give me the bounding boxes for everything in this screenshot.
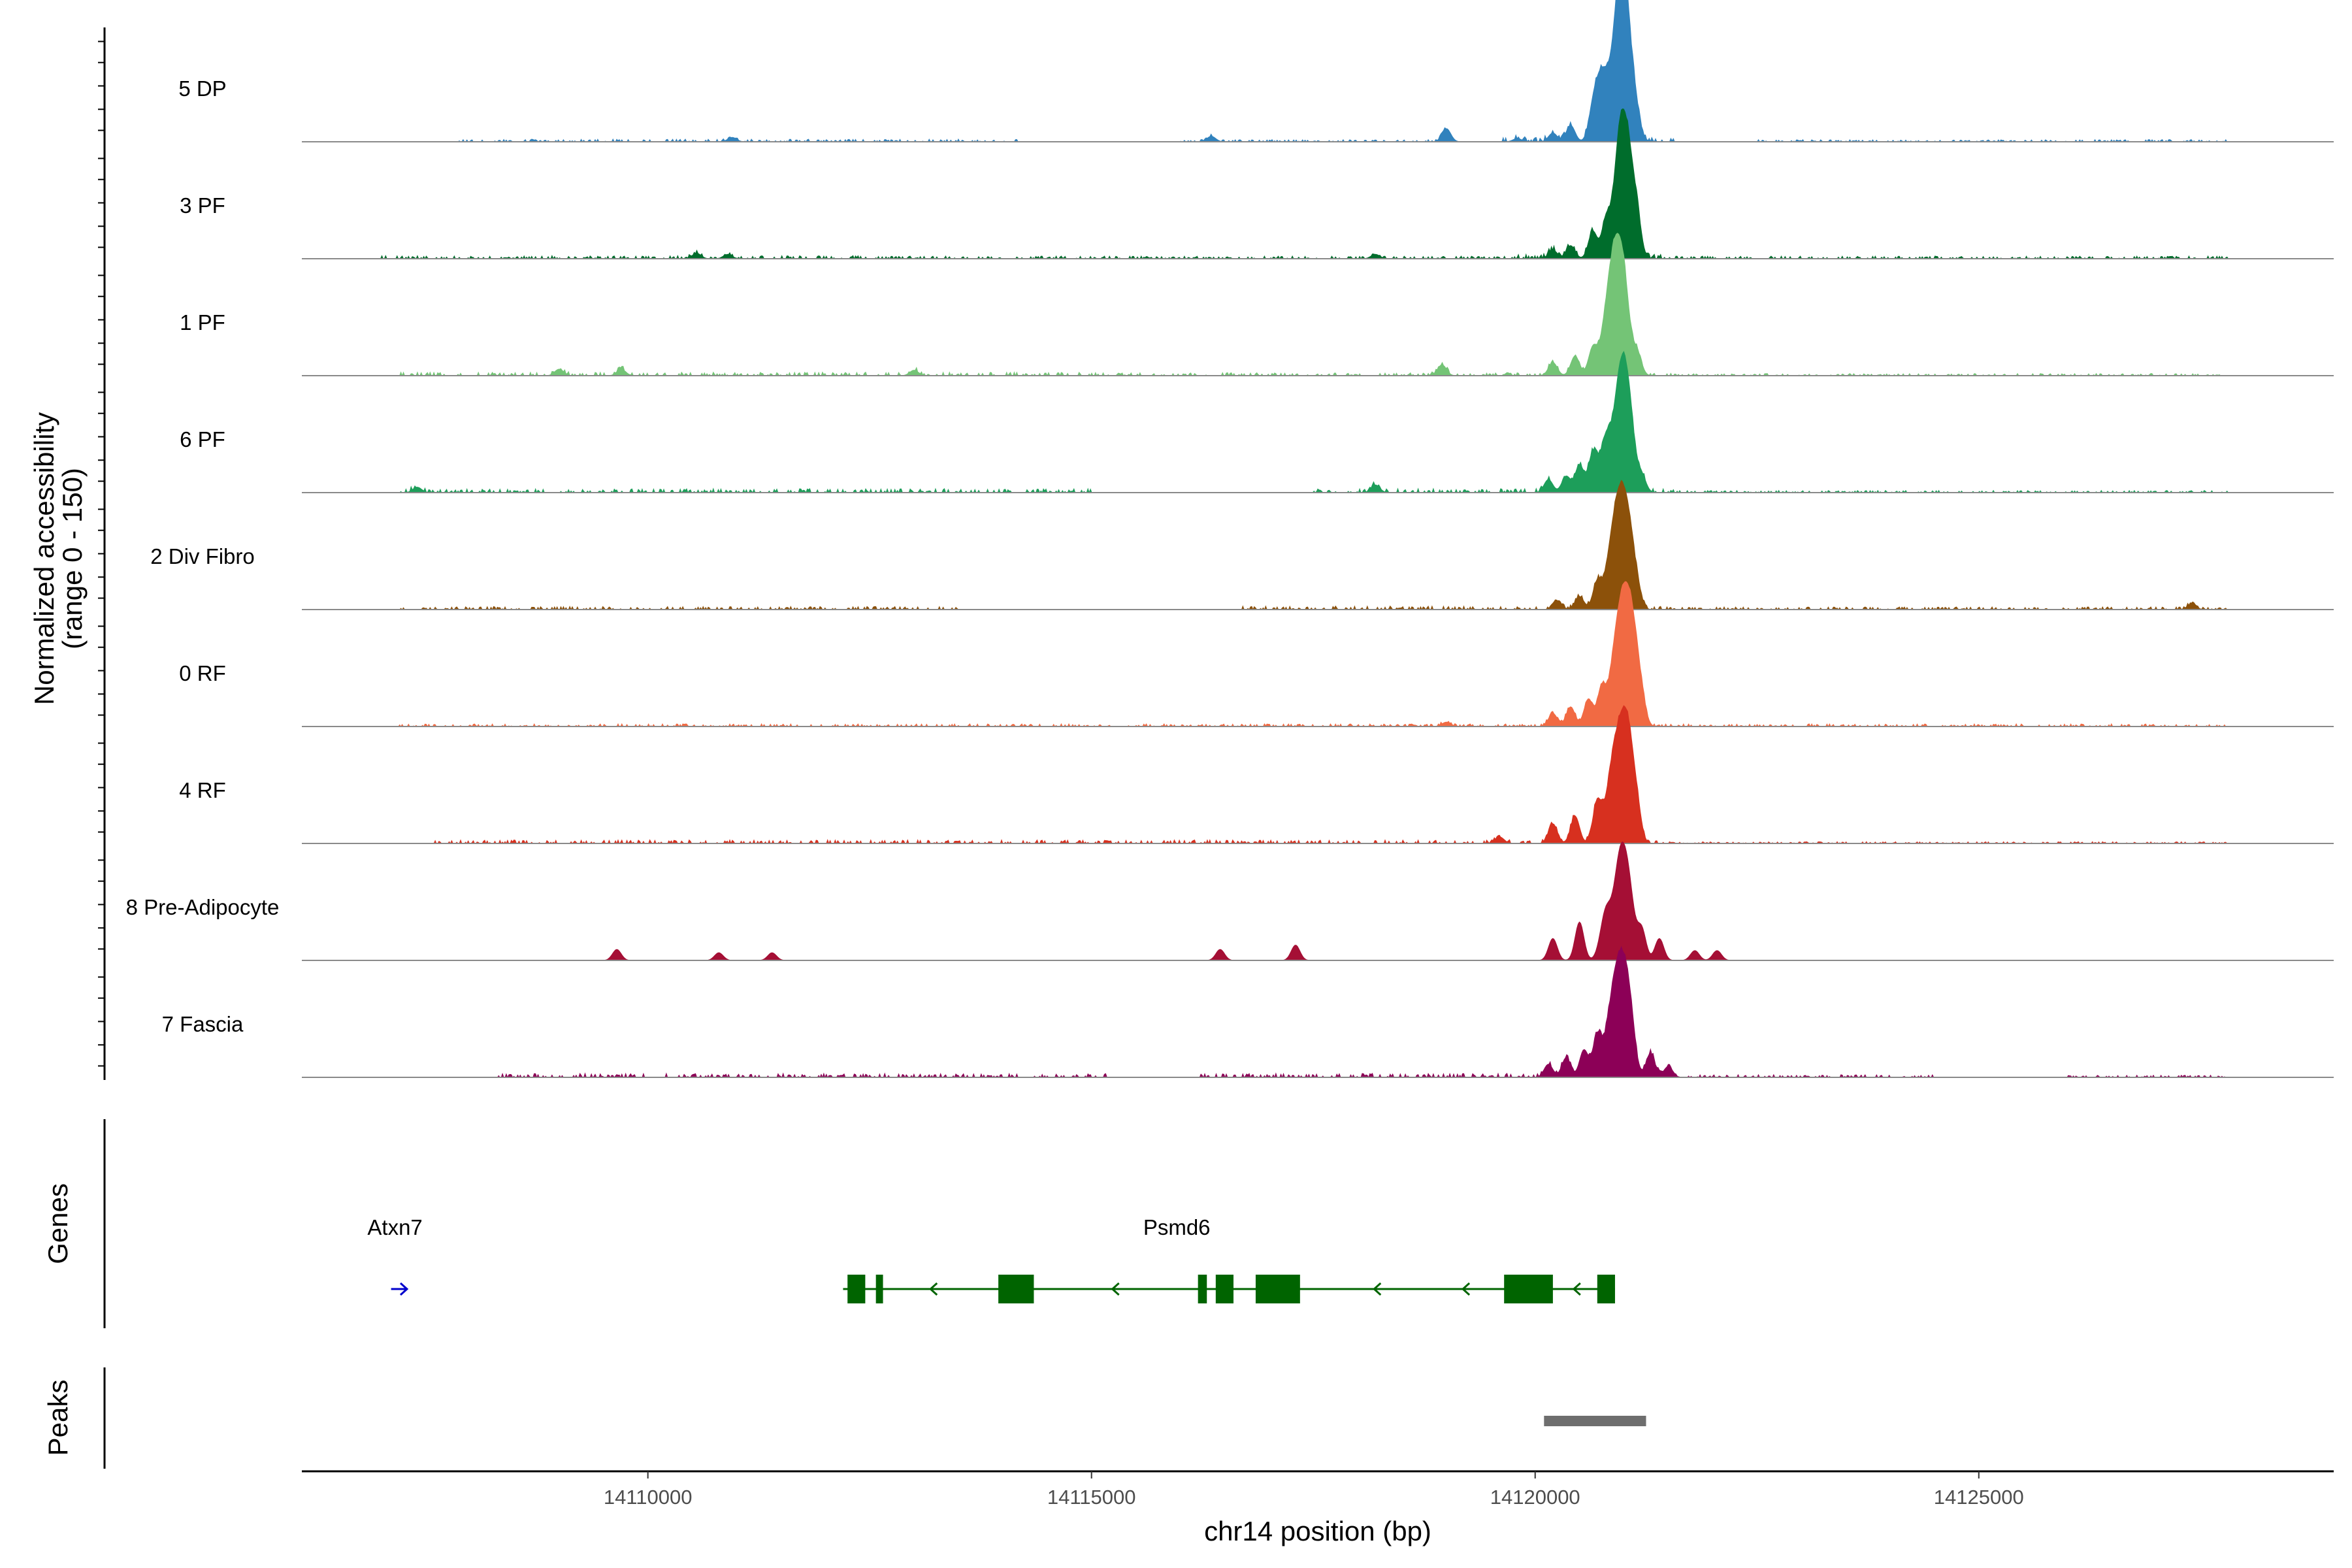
track-7: 4 RF (179, 705, 2334, 845)
exon (875, 1275, 883, 1303)
x-tick-label: 14125000 (1934, 1486, 2024, 1509)
x-tick-label: 14115000 (1047, 1486, 1136, 1509)
track-8: 8 Pre-Adipocyte (126, 841, 2334, 961)
strand-chevron (1572, 1282, 1581, 1296)
track-signal (302, 0, 2334, 143)
exon (998, 1275, 1034, 1303)
peaks-track-title: Peaks (42, 1380, 73, 1456)
strand-chevron (1373, 1282, 1382, 1296)
track-label: 5 DP (178, 76, 226, 101)
track-signal (302, 351, 2334, 494)
exon (1504, 1275, 1553, 1303)
track-9: 7 Fascia (162, 945, 2334, 1079)
x-tick-label: 14110000 (604, 1486, 693, 1509)
gene-psmd6: Psmd6 (843, 1215, 1615, 1303)
track-label: 0 RF (179, 661, 226, 685)
track-signal (302, 841, 2334, 961)
track-label: 7 Fascia (162, 1012, 244, 1036)
track-3: 1 PF (180, 233, 2334, 377)
y-axis-range: (range 0 - 150) (57, 468, 88, 649)
track-label: 4 RF (179, 778, 226, 802)
x-axis-ticks: 14110000 14115000 14120000 14125000 (604, 1471, 2024, 1509)
gene-label: Psmd6 (1143, 1215, 1211, 1239)
exon (1255, 1275, 1300, 1303)
gene-models: Atxn7 Psmd6 (367, 1215, 1615, 1303)
peak-intervals (1544, 1416, 1646, 1426)
gene-atxn7: Atxn7 (367, 1215, 423, 1296)
exon (847, 1275, 866, 1303)
track-label: 6 PF (180, 427, 225, 451)
strand-chevron (928, 1282, 938, 1296)
track-label: 8 Pre-Adipocyte (126, 895, 280, 919)
track-label: 2 Div Fibro (150, 544, 255, 568)
track-label: 3 PF (180, 193, 225, 218)
track-1: 5 DP (178, 0, 2334, 143)
track-signal (302, 233, 2334, 377)
track-label: 1 PF (180, 310, 225, 335)
strand-chevron (1461, 1282, 1471, 1296)
x-axis-title: chr14 position (bp) (1204, 1516, 1431, 1546)
gene-label: Atxn7 (367, 1215, 422, 1239)
exon (1215, 1275, 1233, 1303)
track-2: 3 PF (180, 108, 2334, 260)
track-6: 0 RF (179, 581, 2334, 728)
track-signal (302, 108, 2334, 260)
track-5: 2 Div Fibro (150, 480, 2334, 611)
track-signal (302, 581, 2334, 728)
coverage-tracks: 5 DP 3 PF 1 PF 6 PF 2 Div Fibro 0 RF 4 RF 8 Pre… (126, 0, 2334, 1079)
x-tick-label: 14120000 (1490, 1486, 1580, 1509)
exon (1198, 1275, 1207, 1303)
track-signal (302, 480, 2334, 611)
gene-strand-arrow (391, 1282, 409, 1296)
coverage-y-ticks (98, 41, 105, 1067)
genes-track-title: Genes (42, 1183, 73, 1264)
track-4: 6 PF (180, 351, 2334, 494)
peak-interval (1544, 1416, 1646, 1426)
strand-chevron (1111, 1282, 1120, 1296)
y-axis-title: Normalized accessibility (29, 412, 59, 705)
track-signal (302, 945, 2334, 1079)
exon (1597, 1275, 1615, 1303)
